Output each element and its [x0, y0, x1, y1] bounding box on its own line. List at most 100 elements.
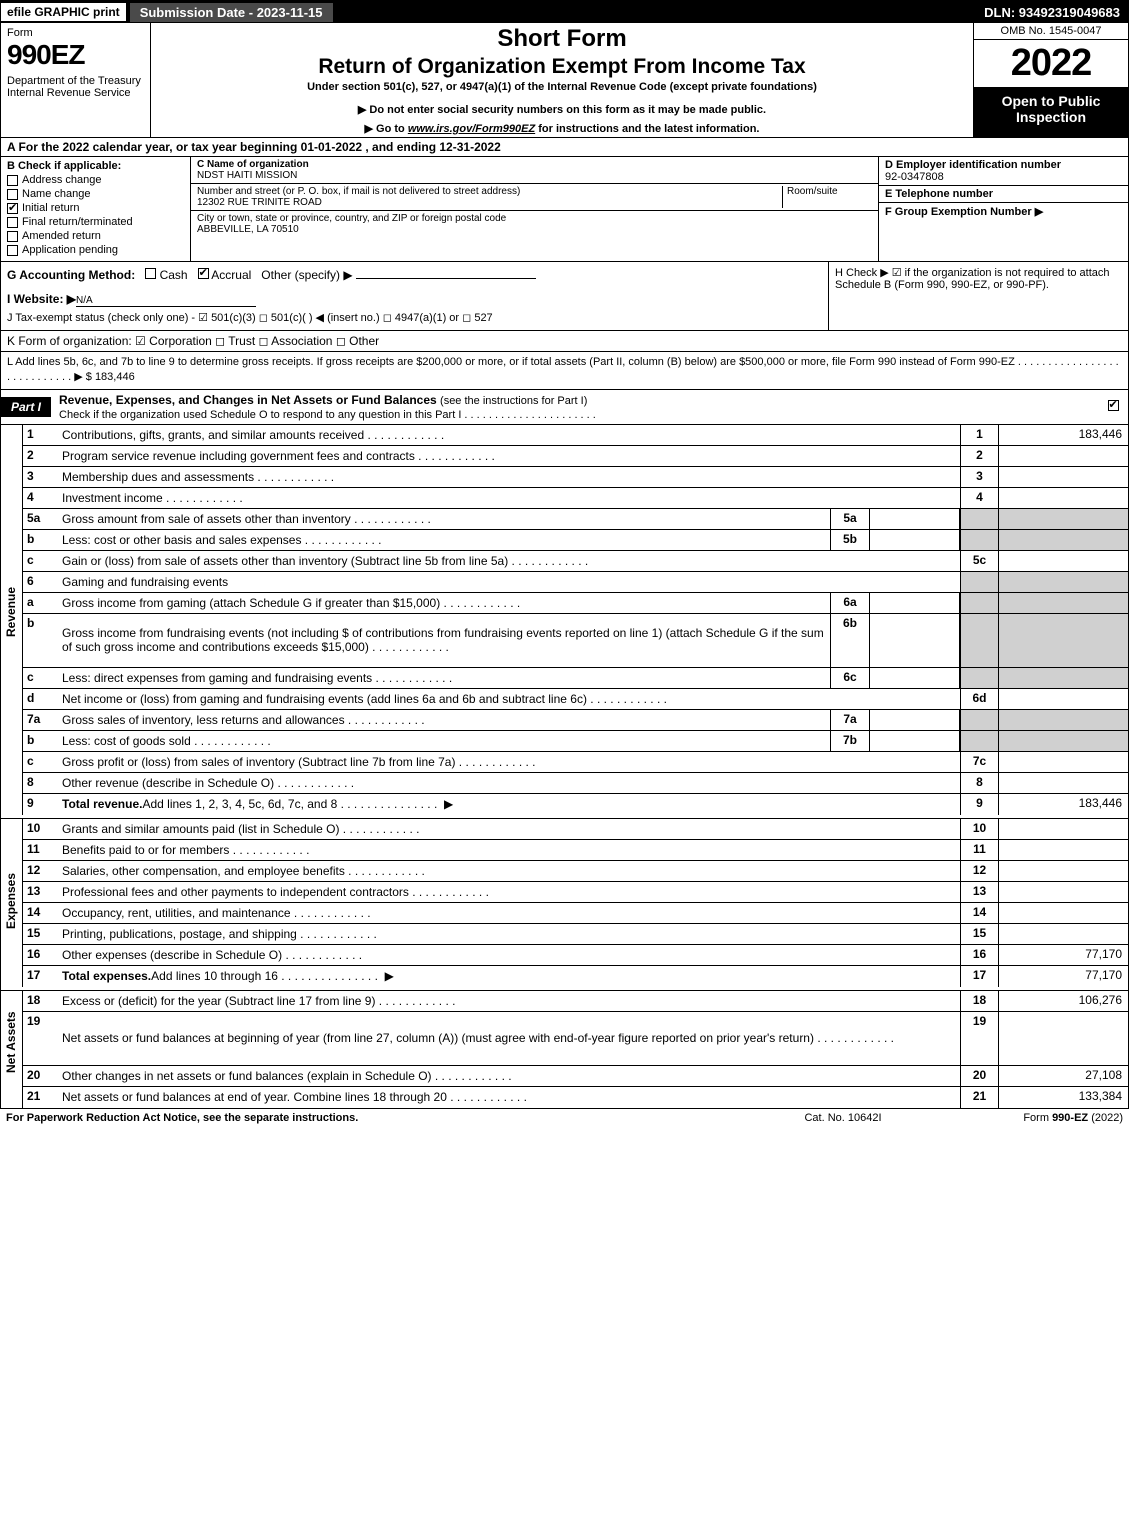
header-left: Form 990EZ Department of the Treasury In…: [1, 23, 151, 137]
expenses-rotated-label: Expenses: [1, 819, 23, 987]
part-1-checkbox[interactable]: [1098, 400, 1128, 414]
line-numcol: [960, 593, 998, 613]
chk-name-change[interactable]: Name change: [7, 188, 184, 200]
line-value: [998, 773, 1128, 793]
line-desc: Gross income from gaming (attach Schedul…: [58, 593, 830, 613]
line-number: 16: [23, 945, 58, 965]
line-d: dNet income or (loss) from gaming and fu…: [23, 689, 1128, 710]
line-numcol: [960, 572, 998, 592]
chk-accrual[interactable]: [198, 268, 209, 279]
line-value: [998, 752, 1128, 772]
form-header: Form 990EZ Department of the Treasury In…: [1, 23, 1128, 138]
line-value: 133,384: [998, 1087, 1128, 1108]
line-numcol: 5c: [960, 551, 998, 571]
other-specify-line[interactable]: [356, 278, 536, 279]
line-c: cLess: direct expenses from gaming and f…: [23, 668, 1128, 689]
under-section-text: Under section 501(c), 527, or 4947(a)(1)…: [159, 81, 965, 93]
line-21: 21Net assets or fund balances at end of …: [23, 1087, 1128, 1108]
line-number: c: [23, 668, 58, 688]
line-4: 4Investment income . . . . . . . . . . .…: [23, 488, 1128, 509]
i-label: I Website: ▶: [7, 292, 76, 306]
line-numcol: [960, 509, 998, 529]
line-value: 183,446: [998, 425, 1128, 445]
block-b-c-d: B Check if applicable: Address change Na…: [1, 157, 1128, 262]
line-numcol: 17: [960, 966, 998, 987]
room-label: Room/suite: [787, 186, 872, 197]
line-value: [998, 710, 1128, 730]
line-15: 15Printing, publications, postage, and s…: [23, 924, 1128, 945]
chk-cash[interactable]: [145, 268, 156, 279]
chk-application-pending[interactable]: Application pending: [7, 244, 184, 256]
line-10: 10Grants and similar amounts paid (list …: [23, 819, 1128, 840]
chk-address-change[interactable]: Address change: [7, 174, 184, 186]
line-13: 13Professional fees and other payments t…: [23, 882, 1128, 903]
org-name-row: C Name of organization NDST HAITI MISSIO…: [191, 157, 878, 184]
line-numcol: 13: [960, 882, 998, 902]
irs-link[interactable]: www.irs.gov/Form990EZ: [408, 123, 535, 135]
line-desc: Gross income from fundraising events (no…: [58, 614, 830, 667]
line-2: 2Program service revenue including gover…: [23, 446, 1128, 467]
street-row: Number and street (or P. O. box, if mail…: [191, 184, 878, 211]
form-container: efile GRAPHIC print Submission Date - 20…: [0, 0, 1129, 1109]
ein-label: D Employer identification number: [885, 159, 1122, 171]
sub-line-val: [870, 614, 960, 667]
line-number: 20: [23, 1066, 58, 1086]
line-number: 2: [23, 446, 58, 466]
line-numcol: 1: [960, 425, 998, 445]
line-18: 18Excess or (deficit) for the year (Subt…: [23, 991, 1128, 1012]
line-number: 1: [23, 425, 58, 445]
website-value: N/A: [76, 295, 256, 307]
line-number: 6: [23, 572, 58, 592]
line-number: 11: [23, 840, 58, 860]
line-14: 14Occupancy, rent, utilities, and mainte…: [23, 903, 1128, 924]
line-desc: Gain or (loss) from sale of assets other…: [58, 551, 960, 571]
chk-amended-return[interactable]: Amended return: [7, 230, 184, 242]
city-row: City or town, state or province, country…: [191, 211, 878, 237]
efile-print-label[interactable]: efile GRAPHIC print: [1, 3, 126, 21]
sub-line-val: [870, 731, 960, 751]
dln-number: DLN: 93492319049683: [976, 3, 1128, 22]
line-desc: Less: cost of goods sold . . . . . . . .…: [58, 731, 830, 751]
top-bar: efile GRAPHIC print Submission Date - 20…: [1, 1, 1128, 23]
street-label: Number and street (or P. O. box, if mail…: [197, 186, 782, 197]
line-value: [998, 530, 1128, 550]
line-value: [998, 840, 1128, 860]
line-desc: Professional fees and other payments to …: [58, 882, 960, 902]
chk-initial-return[interactable]: Initial return: [7, 202, 184, 214]
line-number: 4: [23, 488, 58, 508]
col-c-org-info: C Name of organization NDST HAITI MISSIO…: [191, 157, 878, 261]
sub-line-num: 7a: [830, 710, 870, 730]
line-value: [998, 819, 1128, 839]
line-desc: Gross amount from sale of assets other t…: [58, 509, 830, 529]
line-numcol: 18: [960, 991, 998, 1011]
line-value: [998, 861, 1128, 881]
line-numcol: [960, 710, 998, 730]
footer-paperwork: For Paperwork Reduction Act Notice, see …: [6, 1112, 743, 1124]
chk-final-return[interactable]: Final return/terminated: [7, 216, 184, 228]
line-value: [998, 903, 1128, 923]
sub-line-num: 6a: [830, 593, 870, 613]
form-label: Form: [7, 27, 144, 39]
sub-line-val: [870, 530, 960, 550]
name-label: C Name of organization: [197, 159, 872, 170]
line-value: 27,108: [998, 1066, 1128, 1086]
row-j-tax-exempt: J Tax-exempt status (check only one) - ☑…: [7, 311, 822, 324]
line-desc: Less: cost or other basis and sales expe…: [58, 530, 830, 550]
line-a: aGross income from gaming (attach Schedu…: [23, 593, 1128, 614]
line-numcol: 16: [960, 945, 998, 965]
line-numcol: 3: [960, 467, 998, 487]
line-number: a: [23, 593, 58, 613]
line-desc: Net income or (loss) from gaming and fun…: [58, 689, 960, 709]
line-desc: Benefits paid to or for members . . . . …: [58, 840, 960, 860]
row-l-text: L Add lines 5b, 6c, and 7b to line 9 to …: [7, 356, 1119, 383]
header-middle: Short Form Return of Organization Exempt…: [151, 23, 973, 137]
city-label: City or town, state or province, country…: [197, 213, 506, 224]
line-number: d: [23, 689, 58, 709]
footer-formno: Form 990-EZ (2022): [943, 1112, 1123, 1124]
line-value: [998, 467, 1128, 487]
city-value: ABBEVILLE, LA 70510: [197, 224, 506, 235]
submission-date: Submission Date - 2023-11-15: [130, 3, 333, 22]
row-h-schedule-b: H Check ▶ ☑ if the organization is not r…: [828, 262, 1128, 330]
sub-line-num: 5a: [830, 509, 870, 529]
line-number: b: [23, 731, 58, 751]
